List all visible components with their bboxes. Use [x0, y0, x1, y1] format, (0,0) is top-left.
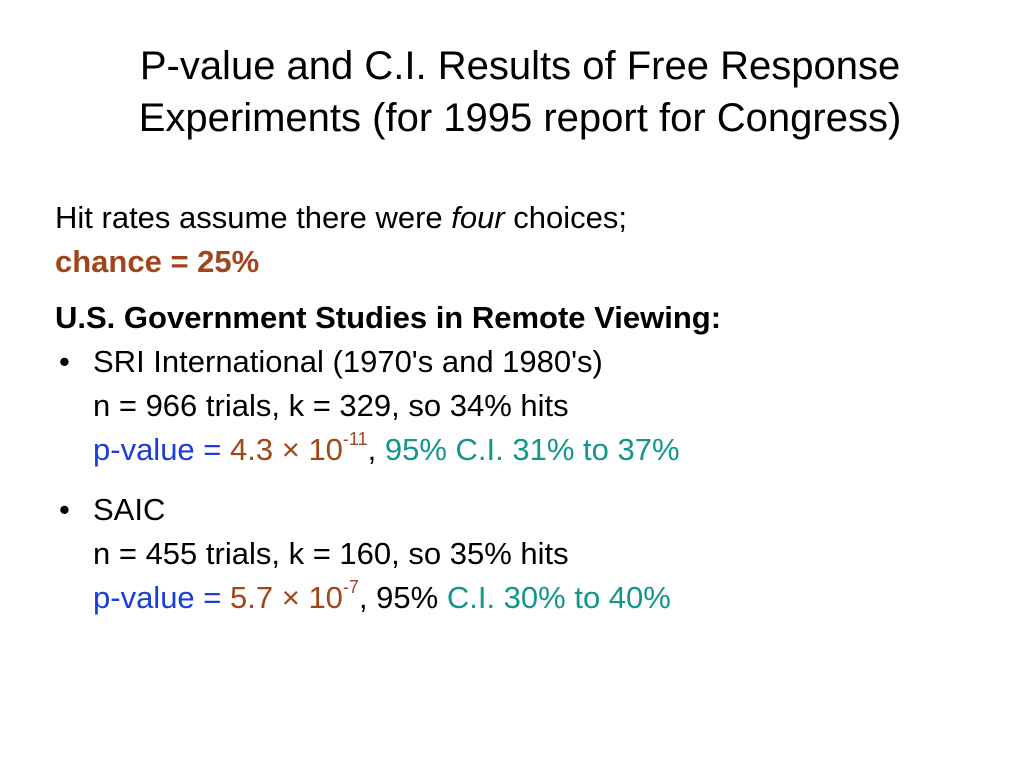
study-name: SRI International (1970's and 1980's): [93, 344, 603, 379]
study-item-saic: • SAIC n = 455 trials, k = 160, so 35% h…: [55, 488, 995, 620]
section-heading: U.S. Government Studies in Remote Viewin…: [55, 300, 722, 335]
bullet-icon: •: [59, 344, 70, 379]
study-item-sri: • SRI International (1970's and 1980's) …: [55, 340, 995, 472]
study-name: SAIC: [93, 492, 166, 527]
pvalue-number: 4.3 × 10-11: [230, 428, 368, 467]
intro-text-after: choices;: [504, 200, 628, 235]
pvalue-label: p-value =: [93, 432, 231, 467]
bullet-icon: •: [59, 492, 70, 527]
confidence-interval: 95% C.I. 31% to 37%: [384, 432, 680, 467]
pvalue-number: 5.7 × 10-7: [230, 576, 359, 615]
pvalue-separator: ,: [367, 432, 385, 467]
intro-text-before: Hit rates assume there were: [55, 200, 452, 235]
study-stats: n = 966 trials, k = 329, so 34% hits: [93, 388, 569, 423]
pvalue-exponent: -7: [342, 576, 359, 597]
pvalue-mantissa: 4.3 × 10: [230, 432, 343, 467]
slide-body: Hit rates assume there were four choices…: [55, 196, 995, 620]
study-pvalue-line: p-value = 4.3 × 10-11, 95% C.I. 31% to 3…: [93, 428, 995, 472]
intro-line: Hit rates assume there were four choices…: [55, 196, 995, 240]
title-line-1: P-value and C.I. Results of Free Respons…: [139, 44, 901, 88]
pvalue-separator: , 95%: [358, 580, 447, 615]
pvalue-exponent: -11: [342, 428, 368, 449]
study-stats: n = 455 trials, k = 160, so 35% hits: [93, 536, 569, 571]
study-pvalue-line: p-value = 5.7 × 10-7, 95% C.I. 30% to 40…: [93, 576, 995, 620]
confidence-interval: C.I. 30% to 40%: [446, 580, 671, 615]
title-line-2: Experiments (for 1995 report for Congres…: [138, 96, 902, 140]
slide-title: P-value and C.I. Results of Free Respons…: [60, 40, 980, 144]
pvalue-mantissa: 5.7 × 10: [230, 580, 343, 615]
chance-line: chance = 25%: [55, 244, 260, 279]
intro-emphasis: four: [451, 200, 505, 235]
pvalue-label: p-value =: [93, 580, 231, 615]
